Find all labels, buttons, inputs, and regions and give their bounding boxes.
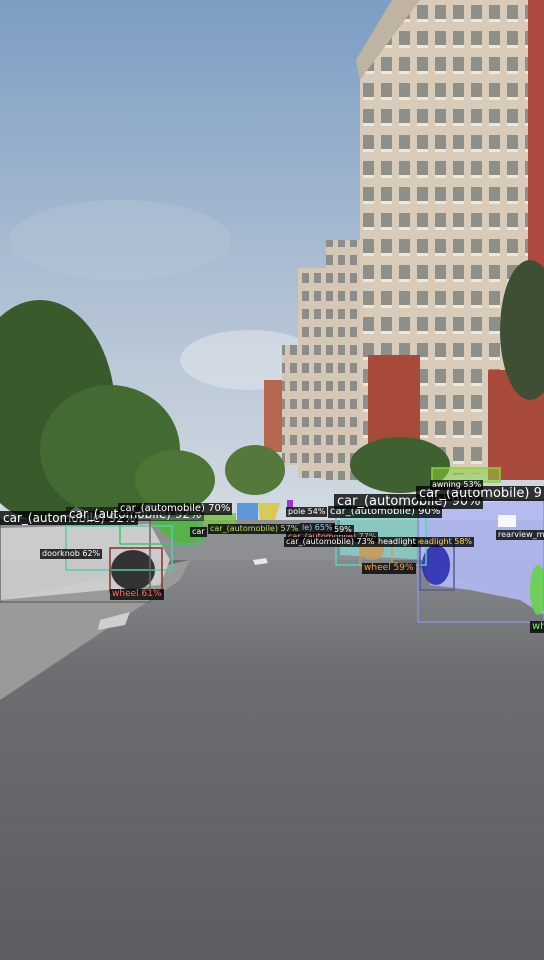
label-doorknob-62: doorknob 62% [40, 549, 103, 559]
wheel-mask-right [530, 565, 544, 615]
label-car-57: car_(automobile) 57% [208, 524, 301, 534]
label-car-73: car_(automobile) 73% [284, 537, 377, 547]
label-wheel-61: wheel 61% [110, 589, 164, 600]
label-59: 59% [332, 525, 354, 535]
far-building-brick [264, 380, 284, 452]
tree-right [500, 260, 544, 400]
car-mask-right [420, 500, 544, 615]
label-le-65: le) 65% [300, 523, 335, 533]
label-headlight-58: headlight 58% [412, 537, 475, 547]
label-wheel-59: wheel 59% [362, 563, 416, 574]
label-car-90-cyan: car_(automobile) 90% [328, 506, 443, 518]
lane-marking [253, 558, 268, 565]
label-awning-53: awning 53% [430, 480, 484, 490]
label-car-short: car [190, 527, 207, 537]
label-car-70: car_(automobile) 70% [118, 503, 233, 515]
label-rearview: rearview_m [496, 530, 544, 540]
road [0, 545, 544, 960]
label-pole-54: pole 54% [286, 507, 328, 517]
label-headlight: headlight [376, 537, 418, 547]
label-wheel: wheel [530, 621, 544, 633]
